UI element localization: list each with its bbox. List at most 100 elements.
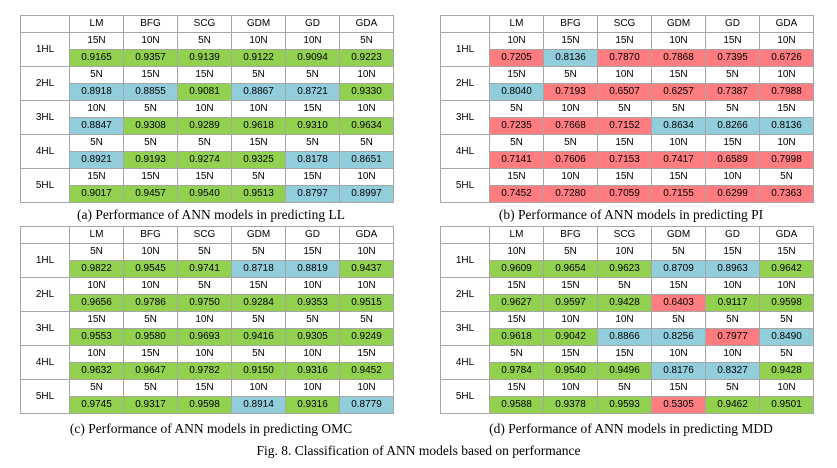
value-cell: 0.8921 [69,151,124,169]
neurons-row: 5HL 15N 10N 15N 15N 10N 5N [440,168,814,203]
neurons-row: 1HL 15N 10N 5N 10N 10N 5N [20,32,394,67]
value-cell: 0.9284 [231,294,286,312]
caption-ll: (a) Performance of ANN models in predict… [76,207,346,222]
value-cell: 0.8327 [705,362,760,380]
hidden-layer-label: 5HL [20,379,70,414]
value-cell: 0.9545 [123,260,178,278]
value-cell: 0.7363 [759,185,814,203]
panel-omc-table: LM BFG SCG GDM GD GDA 1HL 5N 10N 5N 5N 15N 10N 0.9822… [20,226,394,414]
algorithm-header-bfg: BFG [543,15,598,33]
value-cell: 0.9305 [285,328,340,346]
neurons-cell: 10N [759,66,814,84]
value-cell: 0.9042 [543,328,598,346]
neurons-cell: 10N [231,100,286,118]
value-cell: 0.7395 [705,49,760,67]
value-cell: 0.9598 [759,294,814,312]
value-cell: 0.8847 [69,117,124,135]
algorithm-header-lm: LM [489,226,544,244]
value-cell: 0.9656 [69,294,124,312]
neurons-cell: 15N [231,277,286,295]
value-cell: 0.9618 [231,117,286,135]
neurons-row: 4HL 10N 15N 10N 5N 10N 15N [20,345,394,380]
neurons-cell: 5N [489,345,544,363]
neurons-cell: 10N [705,277,760,295]
neurons-cell: 10N [339,277,394,295]
value-row: 0.7205 0.8136 0.7870 0.7868 0.7395 0.6726 [441,49,814,67]
neurons-cell: 15N [489,277,544,295]
algorithm-header-gd: GD [705,226,760,244]
neurons-cell: 5N [651,311,706,329]
neurons-cell: 5N [543,66,598,84]
value-row: 0.9609 0.9654 0.9623 0.8709 0.8963 0.9642 [441,260,814,278]
value-cell: 0.5305 [651,396,706,414]
neurons-row: 2HL 15N 5N 10N 15N 5N 10N [440,66,814,101]
value-cell: 0.9289 [177,117,232,135]
hidden-layer-label: 3HL [20,100,70,135]
neurons-cell: 15N [597,345,652,363]
algorithm-header-scg: SCG [597,15,652,33]
neurons-cell: 10N [597,311,652,329]
value-cell: 0.9496 [597,362,652,380]
neurons-cell: 15N [543,277,598,295]
neurons-cell: 5N [705,66,760,84]
value-cell: 0.7059 [597,185,652,203]
value-row: 0.8918 0.8855 0.9081 0.8867 0.8721 0.9330 [21,83,394,101]
value-row: 0.9656 0.9786 0.9750 0.9284 0.9353 0.9515 [21,294,394,312]
neurons-cell: 15N [489,66,544,84]
header-row: LM BFG SCG GDM GD GDA [20,15,394,33]
value-cell: 0.9462 [705,396,760,414]
value-cell: 0.7868 [651,49,706,67]
performance-table: LM BFG SCG GDM GD GDA 1HL 15N 10N 5N 10N 10N 5N 0.916… [20,15,394,203]
neurons-row: 1HL 10N 5N 10N 5N 15N 15N [440,243,814,278]
neurons-cell: 5N [705,311,760,329]
hidden-layer-label: 1HL [440,32,490,67]
value-cell: 0.6299 [705,185,760,203]
value-cell: 0.9588 [489,396,544,414]
neurons-cell: 5N [123,379,178,397]
neurons-row: 2HL 10N 10N 5N 15N 10N 10N [20,277,394,312]
value-cell: 0.9150 [231,362,286,380]
value-cell: 0.9122 [231,49,286,67]
neurons-cell: 5N [69,379,124,397]
figure-caption: Fig. 8. Classification of ANN models bas… [256,443,581,458]
neurons-cell: 15N [597,32,652,50]
value-cell: 0.8866 [597,328,652,346]
neurons-cell: 5N [759,345,814,363]
value-cell: 0.9623 [597,260,652,278]
value-cell: 0.9330 [339,83,394,101]
neurons-cell: 15N [759,100,814,118]
neurons-cell: 5N [285,66,340,84]
caption-mdd: (d) Performance of ANN models in predict… [489,421,773,436]
neurons-cell: 15N [543,345,598,363]
hidden-layer-label: 1HL [440,243,490,278]
algorithm-header-gd: GD [285,15,340,33]
neurons-cell: 10N [69,345,124,363]
neurons-cell: 10N [759,379,814,397]
value-cell: 0.9618 [489,328,544,346]
value-row: 0.9618 0.9042 0.8866 0.8256 0.7977 0.8490 [441,328,814,346]
neurons-cell: 10N [285,379,340,397]
neurons-cell: 10N [177,100,232,118]
header-row: LM BFG SCG GDM GD GDA [440,15,814,33]
neurons-row: 1HL 5N 10N 5N 5N 15N 10N [20,243,394,278]
neurons-cell: 10N [759,134,814,152]
neurons-cell: 5N [231,243,286,261]
neurons-cell: 5N [177,134,232,152]
neurons-cell: 10N [339,379,394,397]
neurons-row: 3HL 10N 5N 10N 10N 15N 10N [20,100,394,135]
neurons-cell: 10N [651,345,706,363]
value-row: 0.8847 0.9308 0.9289 0.9618 0.9310 0.9634 [21,117,394,135]
neurons-cell: 5N [489,100,544,118]
value-cell: 0.9094 [285,49,340,67]
neurons-cell: 5N [123,311,178,329]
neurons-cell: 5N [69,134,124,152]
value-cell: 0.9017 [69,185,124,203]
value-cell: 0.6589 [705,151,760,169]
neurons-cell: 5N [177,243,232,261]
neurons-cell: 15N [651,168,706,186]
algorithm-header-gda: GDA [759,226,814,244]
value-cell: 0.9325 [231,151,286,169]
algorithm-header-gd: GD [705,15,760,33]
neurons-row: 4HL 5N 15N 15N 10N 10N 5N [440,345,814,380]
hidden-layer-label: 4HL [20,345,70,380]
